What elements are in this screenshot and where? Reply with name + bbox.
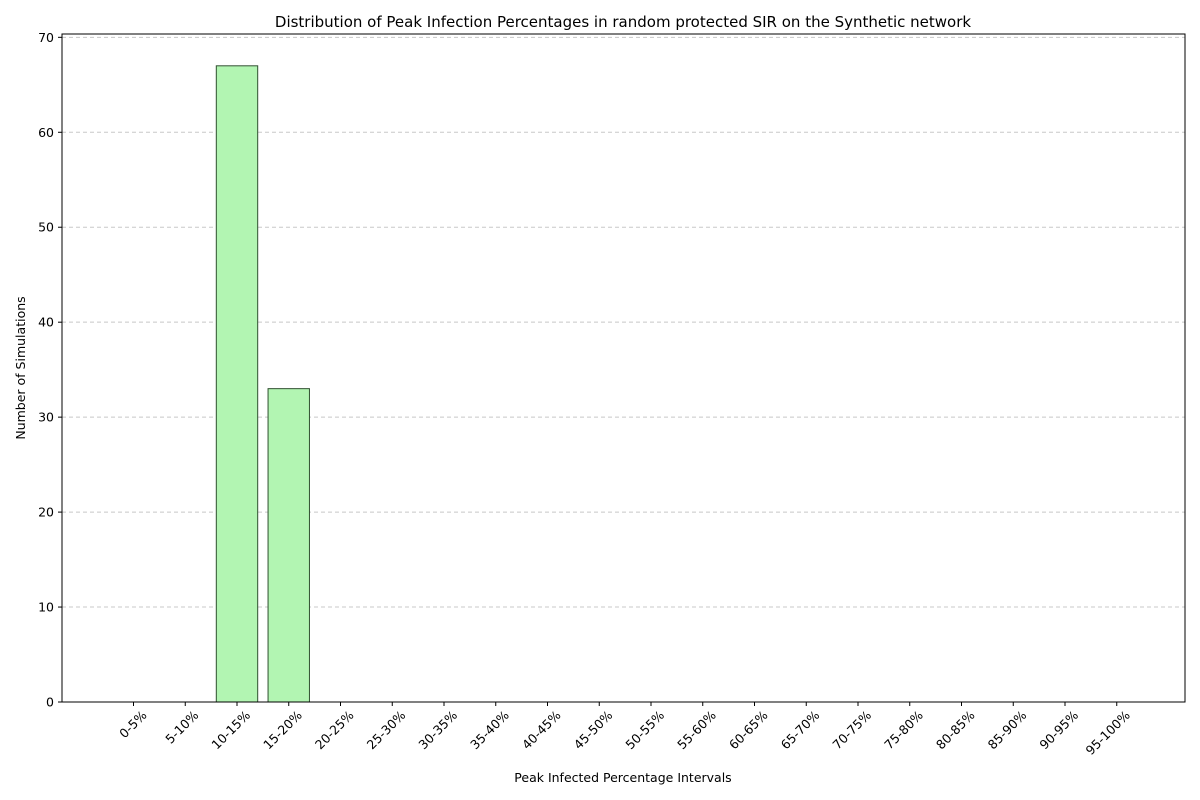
y-tick-label: 70	[38, 30, 54, 45]
y-tick-label: 20	[38, 505, 54, 520]
y-tick-label: 60	[38, 125, 54, 140]
x-tick-label: 60-65%	[726, 707, 771, 752]
x-tick-label: 85-90%	[985, 707, 1030, 752]
x-tick-label: 10-15%	[208, 707, 253, 752]
x-tick-label: 15-20%	[260, 707, 305, 752]
x-axis-ticks: 0-5% 5-10% 10-15% 15-20% 20-25% 25-30% 30-35% 3…	[116, 702, 1133, 758]
y-tick-label: 40	[38, 315, 54, 330]
bar	[215, 65, 259, 703]
x-tick-label: 50-55%	[622, 707, 667, 752]
x-tick-label: 70-75%	[829, 707, 874, 752]
x-tick-label: 40-45%	[519, 707, 564, 752]
y-tick-label: 50	[38, 220, 54, 235]
x-tick-label: 55-60%	[674, 707, 719, 752]
x-tick-label: 75-80%	[881, 707, 926, 752]
chart-title: Distribution of Peak Infection Percentag…	[275, 13, 972, 31]
x-tick-label: 20-25%	[312, 707, 357, 752]
x-tick-label: 35-40%	[467, 707, 512, 752]
bars	[215, 65, 310, 703]
x-tick-label: 95-100%	[1083, 707, 1133, 757]
x-tick-label: 80-85%	[933, 707, 978, 752]
grid-lines	[62, 36, 1185, 608]
bar	[267, 388, 310, 703]
y-tick-label: 10	[38, 600, 54, 615]
y-axis-label: Number of Simulations	[13, 296, 28, 439]
x-tick-label: 5-10%	[162, 707, 201, 746]
x-tick-label: 30-35%	[415, 707, 460, 752]
x-tick-label: 90-95%	[1036, 707, 1081, 752]
x-axis-label: Peak Infected Percentage Intervals	[514, 770, 731, 785]
y-tick-label: 0	[46, 695, 54, 710]
x-tick-label: 0-5%	[116, 707, 150, 741]
y-axis-ticks: 0 10 20 30 40 50 60 70	[38, 30, 62, 710]
x-tick-label: 65-70%	[778, 707, 823, 752]
y-tick-label: 30	[38, 410, 54, 425]
plot-frame	[61, 33, 1186, 703]
x-tick-label: 25-30%	[364, 707, 409, 752]
x-tick-label: 45-50%	[571, 707, 616, 752]
